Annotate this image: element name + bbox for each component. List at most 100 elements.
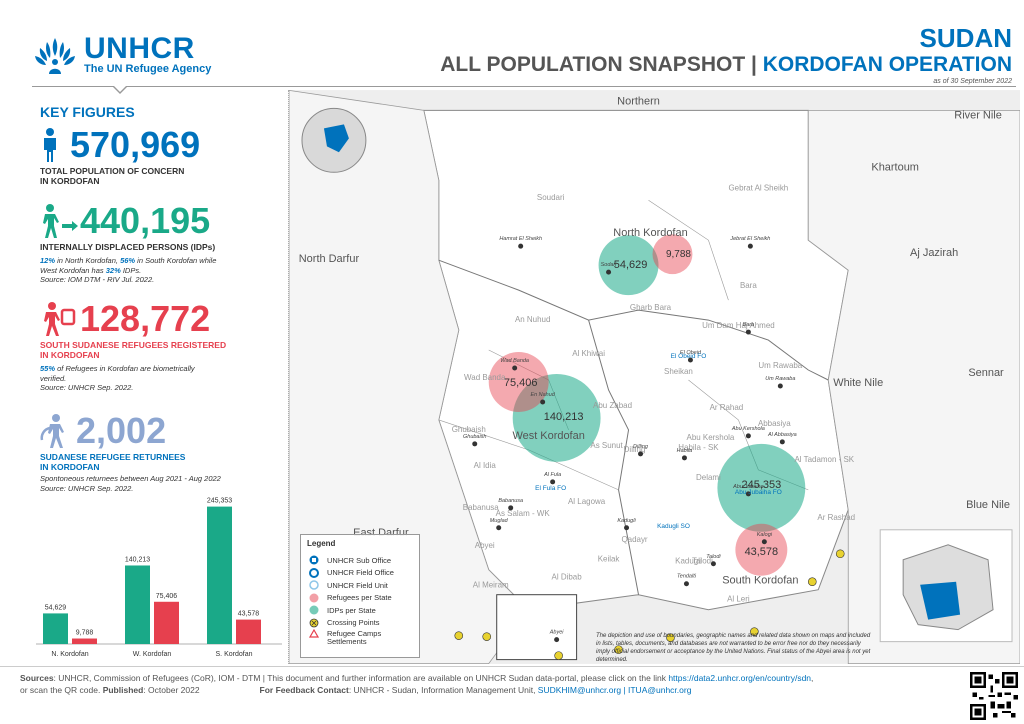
crossing-point-icon [309,618,319,628]
locality-label: An Nuhud [515,315,550,324]
region-label-white-nile: White Nile [833,377,883,389]
title-separator: | [745,53,763,76]
town-label: Al Abbasiya [767,432,797,438]
town-marker [779,439,785,445]
locality-label: Abu Zabad [593,401,632,410]
bar [154,601,179,644]
refugee-note-pct: 55% [40,364,56,373]
kordofan-highlight [920,581,961,620]
legend-item: Refugee Camps [307,628,413,638]
bubble-idp-west-kordofan [512,374,601,462]
refugee-note-line1: 55% of Refugees in Kordofan are biometri… [40,364,226,374]
total-label-line1: TOTAL POPULATION OF CONCERN [40,166,185,176]
legend-item: UNHCR Field Unit [307,579,413,592]
town-marker [681,455,687,461]
sources-label: Sources [20,673,54,683]
idp-note-line2: West Kordofan has 32% IDPs. [40,266,216,276]
town-marker [777,383,783,389]
region-label-blue-nile: Blue Nile [966,499,1010,511]
locality-boundary-3 [648,199,729,301]
title-operation: KORDOFAN OPERATION [762,53,1012,76]
town-marker [710,561,716,567]
bubble-ref-west-kordofan [488,352,549,412]
data-portal-link[interactable]: https://data2.unhcr.org/en/country/sdn [668,673,812,683]
key-figures-title: KEY FIGURES [40,104,135,120]
category-label: W. Kordofan [133,651,172,658]
legend-item: IDPs per State [307,604,413,617]
email-separator: | [621,685,628,695]
legend-item: UNHCR Field Office [307,567,413,580]
divider-notch-inner [113,85,127,92]
legend-label: Crossing Points [327,618,380,628]
field-office-icon [309,567,319,578]
idp-note-pct1: 12% [40,256,56,265]
town-label: Um Rawaba [765,376,795,382]
region-label-northern: Northern [617,95,660,107]
title-main: ALL POPULATION SNAPSHOT [440,53,746,76]
legend-label: Refugees per State [327,593,392,603]
refugee-value: 128,772 [80,298,211,339]
country-title: SUDAN [919,23,1012,53]
bar-value-label: 9,788 [76,630,94,637]
locality-label: Ghubaish [452,425,486,434]
region-label-river-nile: River Nile [954,109,1002,121]
region-label-khartoum: Khartoum [871,161,919,173]
locality-label: Al Tadamon - SK [794,455,854,464]
category-label: S. Kordofan [216,651,253,658]
returnee-value: 2,002 [76,410,167,451]
locality-label: Ar Rahad [710,403,744,412]
idp-note-text2: in South Kordofan while [135,256,217,265]
town-label: Abu Kershola [731,426,765,432]
state-label-north-kordofan: North Kordofan [613,227,687,239]
idp-label: INTERNALLY DISPLACED PERSONS (IDPs) [40,242,216,252]
crossing-points [454,549,845,660]
idp-note-line1: 12% in North Kordofan, 56% in South Kord… [40,256,216,266]
town-marker [540,399,546,405]
displaced-person-icon [43,204,78,238]
bar [72,638,97,644]
darfur-states [289,90,530,664]
idp-note-pct2: 56% [120,256,136,265]
footer-divider [0,666,1024,667]
locality-label: Um Rawaba [758,361,802,370]
population-bar-chart: 54,629 9,788 N. Kordofan 140,213 75,406 W. Ko… [36,498,282,658]
town-marker [512,365,518,371]
locality-label: Babanusa [463,503,499,512]
feedback-label: For Feedback Contact [259,685,349,695]
legend-label: UNHCR Field Unit [327,580,388,590]
refugee-note-text: of Refugees in Kordofan are biometricall… [55,364,195,373]
locality-label: Abyei [475,541,495,550]
locality-label: Abbasiya [758,419,791,428]
town-label: Tendalti [677,574,697,580]
town-marker [496,525,502,531]
locality-label: Abu Kershola [687,433,735,442]
returnee-label-line2: IN KORDOFAN [40,462,100,472]
legend-title: Legend [307,539,336,548]
office-label-kadugli: Kadugli SO [657,523,690,530]
bar [43,613,68,644]
locality-label: Al Leri [727,595,750,604]
crossing-point [835,549,845,559]
locality-label: Talodi [692,557,713,566]
town-label: Babanusa [498,498,523,504]
town-label: Abyei [549,630,565,636]
crossing-point [614,645,623,654]
idp-value: 440,195 [80,200,211,241]
bubble-value-ref-sk: 43,578 [745,546,779,558]
sub-office-icon [309,555,319,565]
refugee-bubble-icon [309,593,319,603]
email-link-1[interactable]: SUDKHIM@unhcr.org [537,685,622,695]
legend-label: UNHCR Field Office [327,568,394,578]
email-link-2[interactable]: ITUA@unhcr.org [628,685,692,695]
total-value: 570,969 [70,124,201,165]
abyei-area [496,594,578,661]
town-label: Jebrat El Sheikh [729,236,770,242]
locality-label: As Salam - WK [496,509,551,518]
town-marker [687,357,693,363]
refugee-figure: 128,772 SOUTH SUDANESE REFUGEES REGISTER… [40,300,226,393]
town-label: Talodi [706,554,721,560]
locality-label: Wad Banda [464,373,506,382]
bar [125,565,150,644]
locality-label: Kadugli [675,557,702,566]
qr-code-icon[interactable] [970,672,1018,720]
